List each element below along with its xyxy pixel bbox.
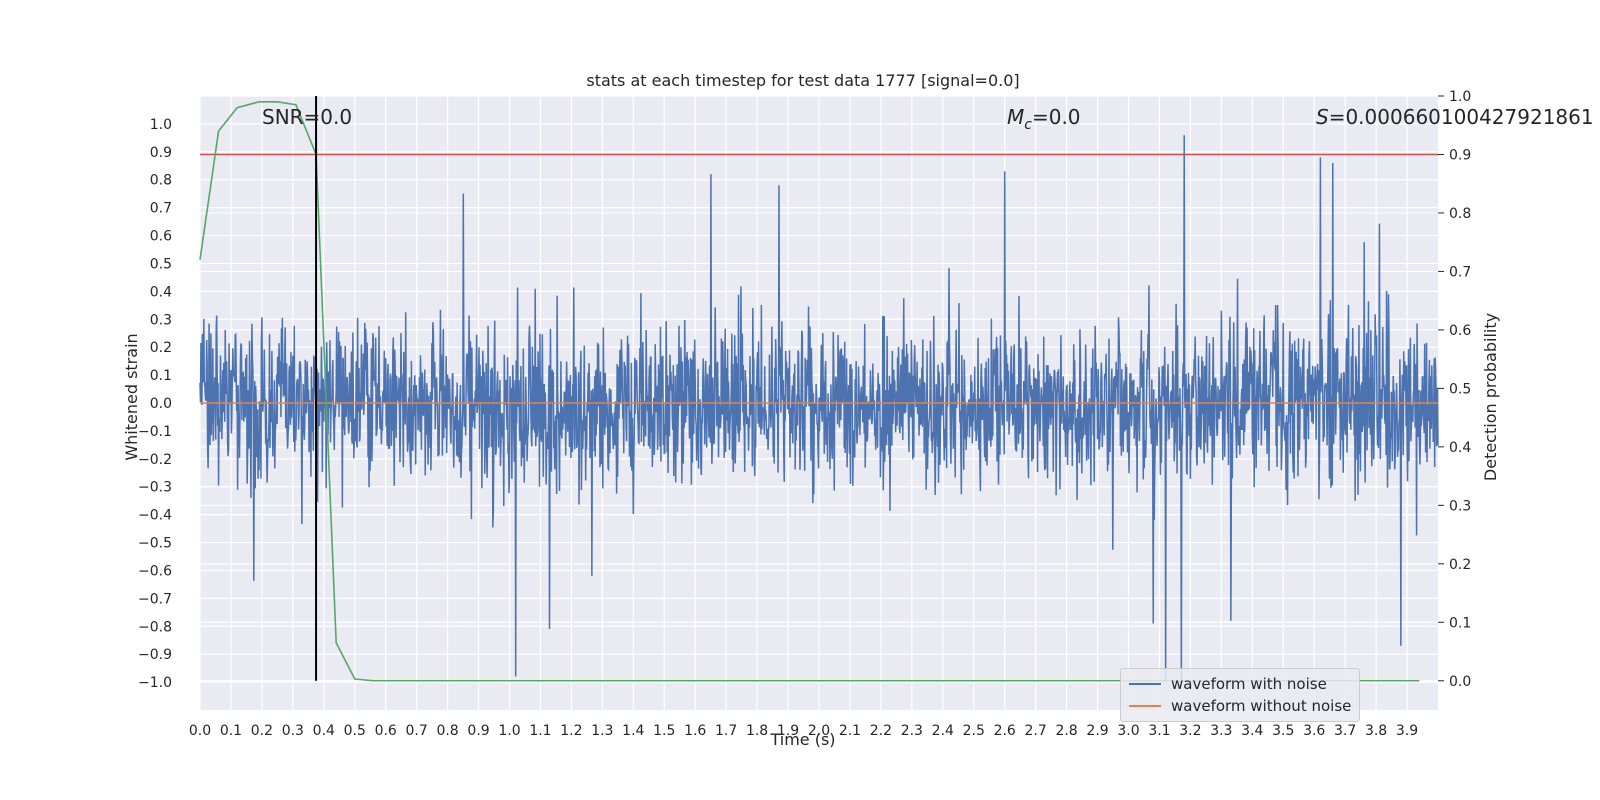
- x-tick-label: 2.7: [1025, 723, 1047, 739]
- x-tick-label: 3.3: [1210, 723, 1232, 739]
- x-tick-label: 3.8: [1365, 723, 1387, 739]
- x-tick-label: 1.2: [560, 723, 582, 739]
- y-right-tick-label: 0.0: [1449, 674, 1471, 690]
- y-left-tick-label: 0.0: [150, 396, 172, 412]
- x-tick-label: 1.9: [777, 723, 799, 739]
- y-right-tick-label: 0.4: [1449, 440, 1471, 456]
- y-right-tick-label: 0.1: [1449, 615, 1471, 631]
- y-right-tick-label: 0.6: [1449, 323, 1471, 339]
- x-tick-label: 1.0: [498, 723, 520, 739]
- y-axis-label-right: Detection probability: [1481, 313, 1500, 481]
- y-left-tick-label: −0.4: [138, 508, 172, 524]
- y-left-tick-label: −0.1: [138, 424, 172, 440]
- x-tick-labels: 0.0 0.1 0.2 0.3 0.4 0.5 0.6 0.7 0.8 0.9 1.0 1.1 1.2 1…: [189, 723, 1418, 739]
- y-left-tick-label: 0.9: [150, 145, 172, 161]
- x-tick-label: 1.4: [622, 723, 644, 739]
- x-tick-label: 3.6: [1303, 723, 1325, 739]
- s-annotation: S=0.000660100427921861: [1316, 105, 1594, 129]
- y-left-tick-label: 0.3: [150, 312, 172, 328]
- mc-subscript: c: [1024, 117, 1032, 133]
- y-right-tick-label: 0.7: [1449, 264, 1471, 280]
- x-tick-label: 2.1: [839, 723, 861, 739]
- x-tick-label: 2.2: [870, 723, 892, 739]
- y-right-tick-label: 0.9: [1449, 147, 1471, 163]
- x-tick-label: 0.7: [406, 723, 428, 739]
- x-tick-label: 0.6: [375, 723, 397, 739]
- x-axis-label: Time (s): [769, 730, 835, 749]
- legend-item-without-noise: waveform without noise: [1129, 696, 1351, 716]
- x-tick-label: 3.2: [1179, 723, 1201, 739]
- x-tick-label: 3.5: [1272, 723, 1294, 739]
- x-tick-label: 0.5: [344, 723, 366, 739]
- y-left-tick-label: 0.2: [150, 340, 172, 356]
- x-tick-label: 1.6: [684, 723, 706, 739]
- y-left-tick-label: 1.0: [150, 117, 172, 133]
- x-tick-label: 2.4: [932, 723, 954, 739]
- legend-label: waveform without noise: [1171, 697, 1352, 715]
- y-left-tick-label: 0.4: [150, 284, 172, 300]
- legend-label: waveform with noise: [1171, 675, 1327, 693]
- legend-swatch: [1129, 705, 1161, 707]
- x-tick-label: 0.0: [189, 723, 211, 739]
- x-tick-label: 2.3: [901, 723, 923, 739]
- legend: waveform with noise waveform without noi…: [1120, 668, 1360, 722]
- legend-swatch: [1129, 683, 1161, 685]
- series-detection-probability: [199, 101, 1420, 682]
- x-tick-label: 0.2: [251, 723, 273, 739]
- y-left-tick-label: −1.0: [138, 675, 172, 691]
- x-tick-label: 2.8: [1055, 723, 1077, 739]
- y-right-tick-labels: 1.0 0.9 0.8 0.7 0.6 0.5 0.4 0.3 0.2 0.1 0.0: [1438, 89, 1471, 690]
- y-right-tick-label: 0.5: [1449, 381, 1471, 397]
- x-tick-label: 2.0: [808, 723, 830, 739]
- y-left-tick-label: −0.9: [138, 647, 172, 663]
- x-tick-label: 1.1: [529, 723, 551, 739]
- chirp-mass-annotation: Mc=0.0: [1007, 105, 1081, 133]
- y-right-tick-label: 0.8: [1449, 206, 1471, 222]
- y-left-tick-label: 0.8: [150, 173, 172, 189]
- x-tick-label: 0.1: [220, 723, 242, 739]
- s-symbol: S: [1316, 105, 1329, 129]
- x-tick-label: 0.4: [313, 723, 335, 739]
- y-axis-label-left: Whitened strain: [122, 333, 141, 460]
- waveform-with-noise-trace: [199, 135, 1439, 683]
- x-tick-label: 3.1: [1148, 723, 1170, 739]
- legend-item-with-noise: waveform with noise: [1129, 674, 1327, 694]
- x-tick-label: 0.9: [467, 723, 489, 739]
- y-left-tick-label: −0.6: [138, 563, 172, 579]
- y-left-tick-label: 0.1: [150, 368, 172, 384]
- x-tick-label: 0.8: [436, 723, 458, 739]
- y-left-tick-label: −0.7: [138, 591, 172, 607]
- x-tick-label: 1.5: [653, 723, 675, 739]
- y-left-tick-label: −0.5: [138, 536, 172, 552]
- y-right-tick-label: 0.3: [1449, 498, 1471, 514]
- x-tick-label: 1.7: [715, 723, 737, 739]
- x-tick-label: 2.9: [1086, 723, 1108, 739]
- x-tick-label: 0.3: [282, 723, 304, 739]
- x-tick-label: 3.9: [1396, 723, 1418, 739]
- x-tick-label: 1.3: [591, 723, 613, 739]
- y-right-tick-label: 0.2: [1449, 557, 1471, 573]
- chart-title: stats at each timestep for test data 177…: [586, 71, 1019, 90]
- x-tick-label: 2.6: [994, 723, 1016, 739]
- mc-symbol: M: [1007, 105, 1024, 129]
- y-left-tick-label: 0.5: [150, 256, 172, 272]
- y-left-tick-label: −0.2: [138, 452, 172, 468]
- x-tick-label: 3.4: [1241, 723, 1263, 739]
- series-waveform-with-noise: [199, 135, 1439, 683]
- y-left-tick-label: 0.7: [150, 201, 172, 217]
- s-value: =0.000660100427921861: [1329, 105, 1594, 129]
- y-left-tick-label: −0.3: [138, 480, 172, 496]
- y-left-tick-labels: 1.0 0.9 0.8 0.7 0.6 0.5 0.4 0.3 0.2 0.1 0.0 −0.1 −0.…: [138, 117, 172, 691]
- x-tick-label: 2.5: [963, 723, 985, 739]
- mc-value: =0.0: [1032, 105, 1081, 129]
- x-tick-label: 1.8: [746, 723, 768, 739]
- x-tick-label: 3.7: [1334, 723, 1356, 739]
- y-right-tick-label: 1.0: [1449, 89, 1471, 105]
- y-left-tick-label: −0.8: [138, 619, 172, 635]
- x-tick-label: 3.0: [1117, 723, 1139, 739]
- y-left-tick-label: 0.6: [150, 229, 172, 245]
- snr-annotation: SNR=0.0: [262, 105, 352, 129]
